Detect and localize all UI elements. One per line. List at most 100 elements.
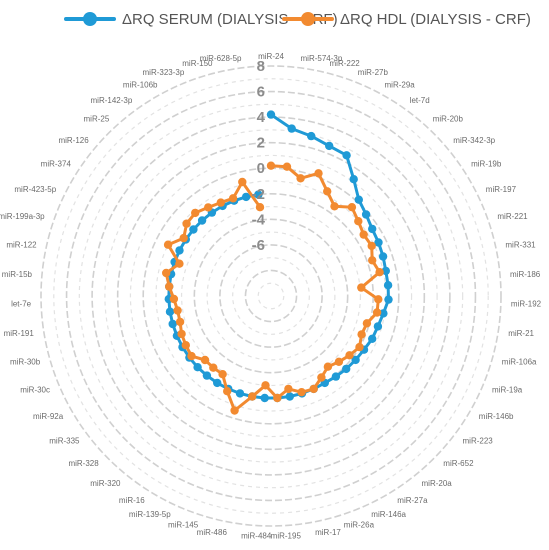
data-point[interactable]	[197, 216, 207, 225]
data-point[interactable]	[317, 373, 326, 382]
data-point[interactable]	[368, 256, 377, 265]
data-point[interactable]	[368, 334, 377, 343]
data-point[interactable]	[266, 161, 276, 170]
data-point[interactable]	[345, 351, 354, 360]
data-point[interactable]	[168, 319, 177, 329]
data-point[interactable]	[330, 202, 339, 211]
data-point[interactable]	[187, 351, 196, 361]
data-point[interactable]	[323, 187, 332, 196]
data-point[interactable]	[374, 238, 383, 247]
legend-item-hdl[interactable]: ΔRQ HDL (DIALYSIS - CRF)	[282, 6, 531, 32]
data-point[interactable]	[325, 141, 334, 151]
category-label: miR-122	[6, 241, 37, 250]
grid-ring	[206, 231, 336, 361]
data-point[interactable]	[378, 252, 388, 261]
data-point[interactable]	[307, 131, 316, 141]
grid-ring	[116, 141, 426, 451]
data-point[interactable]	[342, 151, 351, 160]
data-point[interactable]	[273, 393, 282, 403]
data-point[interactable]	[309, 384, 318, 394]
data-point[interactable]	[323, 362, 333, 371]
data-point[interactable]	[375, 268, 384, 277]
data-point[interactable]	[373, 322, 383, 331]
radial-tick-label: 2	[257, 135, 265, 152]
data-point[interactable]	[351, 355, 360, 365]
data-point[interactable]	[331, 372, 341, 381]
data-point[interactable]	[372, 308, 382, 317]
category-label: miR-328	[68, 459, 99, 468]
data-point[interactable]	[342, 364, 351, 374]
data-point[interactable]	[216, 198, 225, 207]
data-point[interactable]	[175, 246, 184, 255]
category-label: miR-199a-3p	[0, 212, 45, 221]
data-point[interactable]	[179, 233, 188, 243]
data-point[interactable]	[182, 219, 191, 228]
data-point[interactable]	[349, 175, 358, 184]
data-point[interactable]	[361, 210, 371, 219]
data-point[interactable]	[238, 177, 247, 187]
data-point[interactable]	[261, 381, 270, 390]
data-point[interactable]	[204, 203, 213, 212]
data-point[interactable]	[296, 174, 305, 183]
data-point[interactable]	[357, 283, 366, 292]
data-point[interactable]	[297, 388, 306, 397]
data-point[interactable]	[181, 341, 190, 350]
data-point[interactable]	[223, 387, 232, 396]
data-point[interactable]	[169, 294, 179, 304]
data-point[interactable]	[383, 281, 393, 290]
data-point[interactable]	[200, 355, 210, 365]
data-point[interactable]	[266, 110, 276, 119]
data-point[interactable]	[248, 392, 257, 401]
data-point[interactable]	[384, 295, 393, 304]
data-point[interactable]	[285, 392, 294, 401]
data-point[interactable]	[254, 190, 263, 199]
category-label: miR-17	[315, 528, 341, 537]
data-point[interactable]	[213, 378, 222, 388]
data-point[interactable]	[175, 317, 185, 327]
data-point[interactable]	[241, 192, 251, 202]
data-point[interactable]	[235, 389, 245, 398]
radial-tick-label: 8	[257, 58, 265, 75]
data-point[interactable]	[362, 319, 372, 328]
data-point[interactable]	[359, 230, 368, 239]
legend-swatch-serum-icon	[64, 11, 116, 27]
data-point[interactable]	[282, 162, 292, 171]
data-point[interactable]	[189, 225, 198, 234]
data-point[interactable]	[354, 195, 363, 204]
data-point[interactable]	[165, 307, 175, 316]
category-label: miR-26a	[344, 521, 375, 530]
data-point[interactable]	[175, 259, 184, 268]
data-point[interactable]	[162, 268, 171, 278]
category-label: miR-20a	[422, 479, 453, 488]
data-point[interactable]	[209, 363, 218, 372]
data-point[interactable]	[367, 241, 376, 251]
data-point[interactable]	[287, 124, 296, 133]
data-point[interactable]	[284, 384, 293, 394]
data-point[interactable]	[260, 393, 269, 403]
data-point[interactable]	[379, 309, 388, 318]
data-point[interactable]	[165, 282, 174, 291]
data-point[interactable]	[202, 371, 212, 380]
data-point[interactable]	[173, 306, 182, 315]
data-point[interactable]	[255, 203, 265, 212]
legend-item-serum[interactable]: ΔRQ SERUM (DIALYSIS - CRF)	[64, 6, 338, 32]
data-point[interactable]	[177, 329, 186, 339]
data-point[interactable]	[347, 203, 357, 212]
data-point[interactable]	[357, 330, 366, 339]
data-point[interactable]	[354, 217, 363, 226]
category-label: let-7e	[11, 299, 32, 308]
category-label: miR-27a	[397, 496, 428, 505]
data-point[interactable]	[314, 169, 323, 178]
data-point[interactable]	[355, 342, 364, 352]
data-point[interactable]	[374, 295, 383, 304]
category-label: miR-574-3p	[301, 54, 343, 63]
data-point[interactable]	[334, 357, 344, 366]
data-point[interactable]	[193, 363, 202, 372]
data-point[interactable]	[218, 370, 227, 379]
data-point[interactable]	[230, 406, 239, 415]
data-point[interactable]	[163, 240, 173, 249]
category-label: miR-106b	[123, 81, 158, 90]
data-point[interactable]	[368, 224, 377, 234]
data-point[interactable]	[191, 208, 200, 218]
data-point[interactable]	[228, 194, 238, 203]
